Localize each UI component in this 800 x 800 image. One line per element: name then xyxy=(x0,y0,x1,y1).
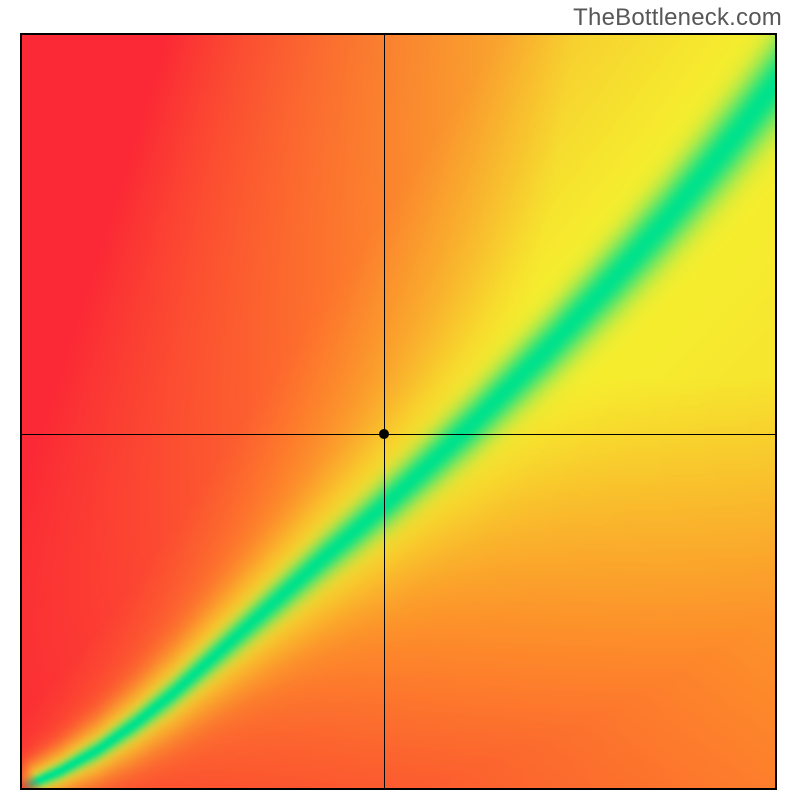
crosshair-vertical xyxy=(384,35,385,788)
heatmap-canvas xyxy=(22,35,775,788)
crosshair-horizontal xyxy=(22,434,775,435)
watermark-text: TheBottleneck.com xyxy=(573,4,782,32)
marker-dot xyxy=(379,429,389,439)
plot-frame xyxy=(20,33,777,790)
figure-container: TheBottleneck.com xyxy=(0,0,800,800)
